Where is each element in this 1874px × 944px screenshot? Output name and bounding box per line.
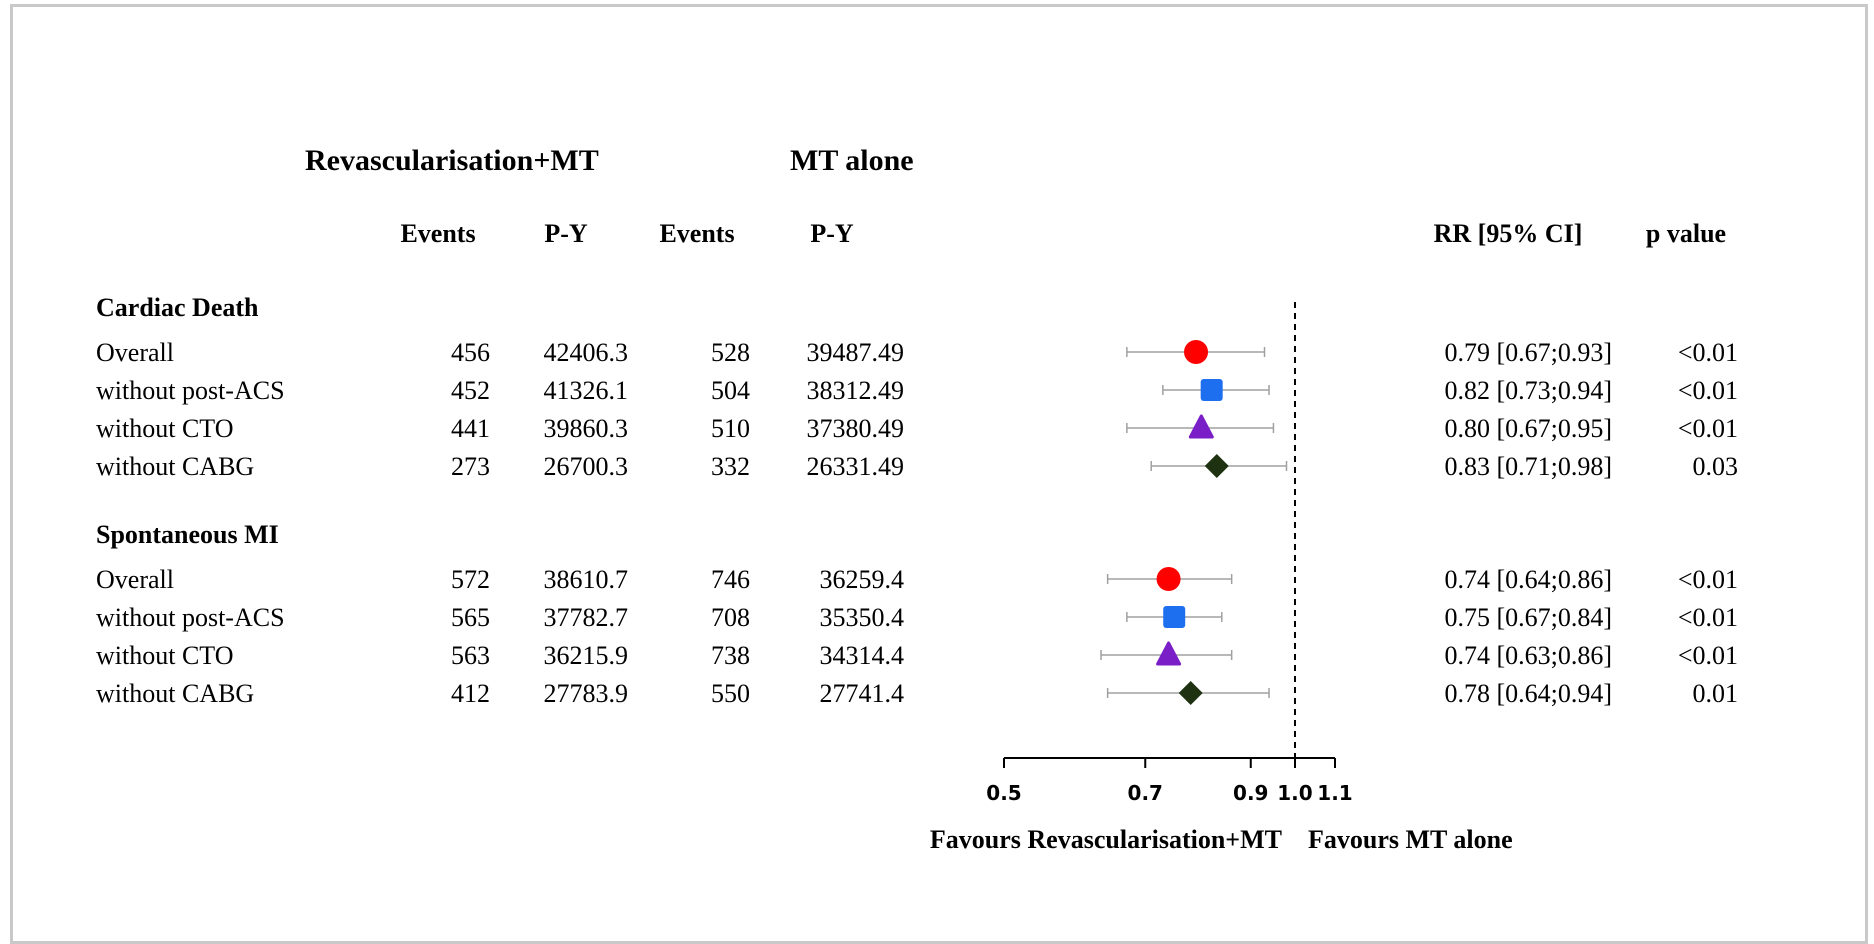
row-events-mt: 550 [711, 679, 750, 708]
forest-plot: Revascularisation+MT MT alone Events P-Y Eve… [96, 144, 1739, 854]
point-estimate-square [1200, 379, 1223, 401]
favours-revascularisation-label: Favours Revascularisation+MT [930, 825, 1282, 854]
row-pvalue: <0.01 [1678, 414, 1738, 443]
point-estimate-triangle [1156, 641, 1182, 666]
row-label: without CABG [96, 452, 254, 481]
point-estimate-circle [1156, 567, 1181, 591]
header-group-revascularisation: Revascularisation+MT [305, 144, 599, 177]
row-py-mt: 38312.49 [807, 376, 905, 405]
column-header-pvalue: p value [1646, 219, 1726, 248]
row-label: without post-ACS [96, 376, 285, 405]
row-events-revasc: 273 [451, 452, 490, 481]
row-events-revasc: 565 [451, 603, 490, 632]
x-axis-tick-label: 1.1 [1317, 781, 1352, 805]
column-header-py: P-Y [544, 219, 588, 248]
row-label: Overall [96, 565, 174, 594]
row-pvalue: <0.01 [1678, 338, 1738, 367]
row-py-revasc: 26700.3 [544, 452, 629, 481]
row-pvalue: <0.01 [1678, 376, 1738, 405]
row-events-mt: 738 [711, 641, 750, 670]
row-events-mt: 504 [711, 376, 750, 405]
point-estimate-circle [1184, 340, 1209, 364]
point-estimate-diamond [1178, 681, 1203, 705]
row-events-revasc: 452 [451, 376, 490, 405]
row-py-mt: 35350.4 [820, 603, 905, 632]
favours-mt-alone-label: Favours MT alone [1308, 825, 1513, 854]
row-events-mt: 332 [711, 452, 750, 481]
row-py-revasc: 39860.3 [544, 414, 629, 443]
row-py-revasc: 41326.1 [544, 376, 629, 405]
row-label: without CTO [96, 414, 233, 443]
x-axis-tick-label: 0.9 [1233, 781, 1268, 805]
column-header-events: Events [400, 219, 475, 248]
x-axis-tick-label: 0.7 [1128, 781, 1163, 805]
row-py-mt: 27741.4 [820, 679, 905, 708]
row-py-mt: 34314.4 [820, 641, 905, 670]
column-header-events: Events [659, 219, 734, 248]
row-label: Overall [96, 338, 174, 367]
point-estimate-square [1163, 606, 1186, 628]
row-rr-ci: 0.74 [0.63;0.86] [1444, 641, 1612, 670]
row-py-revasc: 36215.9 [544, 641, 629, 670]
header-group-mt-alone: MT alone [790, 144, 914, 177]
row-pvalue: <0.01 [1678, 565, 1738, 594]
row-py-mt: 36259.4 [820, 565, 905, 594]
row-events-mt: 510 [711, 414, 750, 443]
row-py-mt: 39487.49 [807, 338, 905, 367]
row-py-revasc: 38610.7 [544, 565, 629, 594]
row-py-mt: 26331.49 [807, 452, 905, 481]
row-py-revasc: 42406.3 [544, 338, 629, 367]
row-rr-ci: 0.80 [0.67;0.95] [1444, 414, 1612, 443]
x-axis-tick-label: 1.0 [1277, 781, 1312, 805]
group-title: Spontaneous MI [96, 520, 279, 549]
row-py-revasc: 27783.9 [544, 679, 629, 708]
group-title: Cardiac Death [96, 293, 259, 322]
row-pvalue: 0.03 [1693, 452, 1739, 481]
row-label: without CTO [96, 641, 233, 670]
row-events-mt: 746 [711, 565, 750, 594]
row-rr-ci: 0.75 [0.67;0.84] [1444, 603, 1612, 632]
row-rr-ci: 0.82 [0.73;0.94] [1444, 376, 1612, 405]
row-rr-ci: 0.78 [0.64;0.94] [1444, 679, 1612, 708]
row-py-revasc: 37782.7 [544, 603, 629, 632]
row-events-revasc: 456 [451, 338, 490, 367]
row-rr-ci: 0.79 [0.67;0.93] [1444, 338, 1612, 367]
row-events-revasc: 412 [451, 679, 490, 708]
column-header-py: P-Y [810, 219, 854, 248]
row-rr-ci: 0.83 [0.71;0.98] [1444, 452, 1612, 481]
point-estimate-triangle [1188, 414, 1214, 439]
row-py-mt: 37380.49 [807, 414, 905, 443]
row-events-mt: 528 [711, 338, 750, 367]
row-label: without CABG [96, 679, 254, 708]
chart-frame [10, 4, 1868, 944]
row-rr-ci: 0.74 [0.64;0.86] [1444, 565, 1612, 594]
row-events-revasc: 563 [451, 641, 490, 670]
row-events-revasc: 572 [451, 565, 490, 594]
point-estimate-diamond [1204, 454, 1229, 478]
row-pvalue: <0.01 [1678, 641, 1738, 670]
x-axis-tick-label: 0.5 [986, 781, 1021, 805]
row-pvalue: 0.01 [1693, 679, 1739, 708]
row-events-revasc: 441 [451, 414, 490, 443]
column-header-rr: RR [95% CI] [1434, 219, 1583, 248]
row-events-mt: 708 [711, 603, 750, 632]
row-pvalue: <0.01 [1678, 603, 1738, 632]
row-label: without post-ACS [96, 603, 285, 632]
